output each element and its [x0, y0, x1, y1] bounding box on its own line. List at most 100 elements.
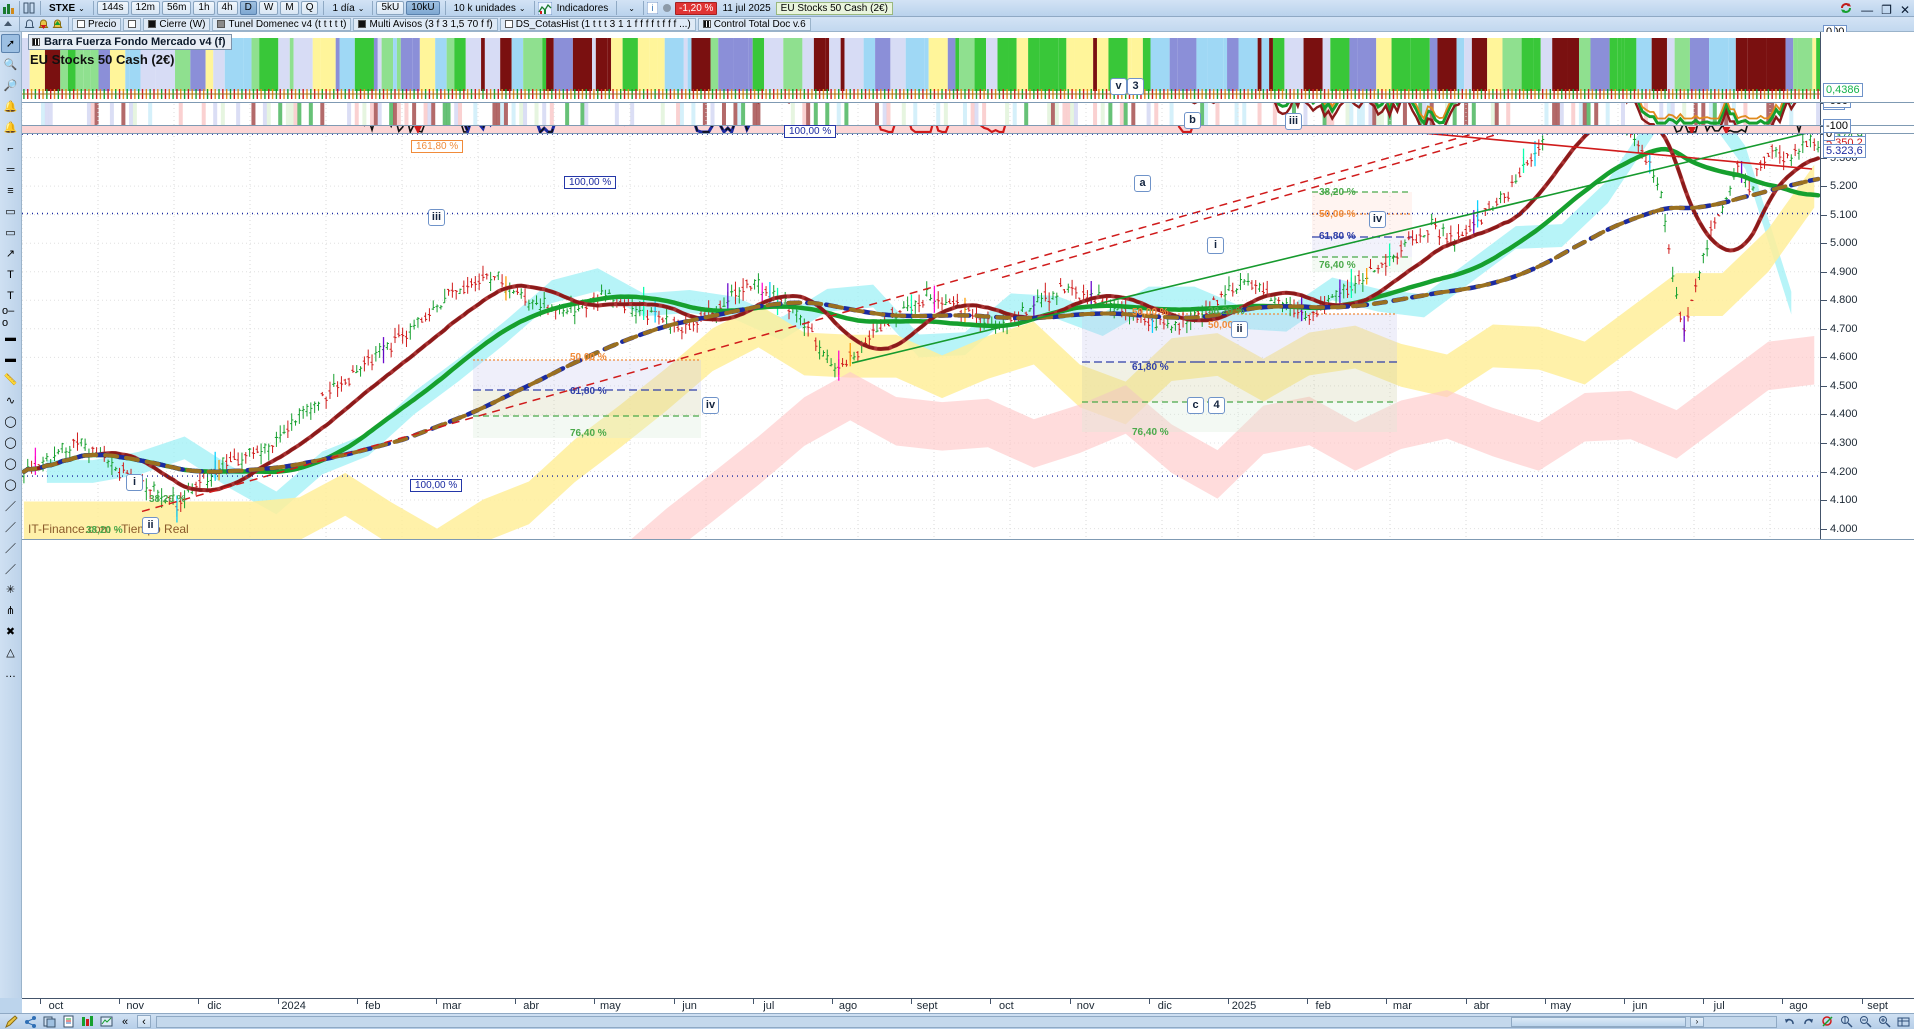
share-icon[interactable] — [23, 1015, 37, 1028]
red-marker-tool[interactable]: ▬ — [5, 352, 16, 365]
zoom-region-tool[interactable]: 🔎 — [3, 80, 18, 92]
pencil-icon[interactable] — [4, 1015, 18, 1028]
wave-label-3[interactable]: iii — [428, 209, 445, 226]
more-tools[interactable]: … — [5, 667, 16, 680]
fib-bands-tool[interactable]: ≡ — [7, 184, 14, 197]
trendline-black-tool[interactable]: ／ — [5, 500, 16, 513]
ellipse-lime-tool[interactable]: ◯ — [4, 479, 17, 491]
zoom-in-icon[interactable] — [1877, 1015, 1891, 1028]
indicator-chip-0[interactable]: Precio — [72, 17, 122, 31]
rectangle-select-tool[interactable]: ▭ — [5, 206, 16, 218]
ruler-tool[interactable]: 📏 — [3, 374, 18, 386]
alarm-cursor-tool[interactable]: 🔔 — [3, 101, 18, 113]
collapse-icon[interactable] — [2, 18, 16, 31]
draw-icon[interactable] — [1820, 1015, 1834, 1028]
fib-price-tool[interactable]: ⌐ — [7, 142, 14, 155]
indicators-dropdown-chevron-icon[interactable]: ⌄ — [628, 3, 635, 13]
timeframe-button-W[interactable]: W — [258, 1, 279, 15]
info-icon[interactable]: i — [646, 1, 661, 15]
scrollbar-thumb[interactable] — [1511, 1016, 1686, 1027]
segment-tool[interactable]: o–o — [2, 304, 15, 329]
refresh-icon[interactable] — [1839, 1, 1853, 18]
wave-label-13[interactable]: iii — [1285, 113, 1302, 130]
wave-label-12[interactable]: 4 — [1208, 397, 1225, 414]
text-tool[interactable]: T — [7, 268, 14, 281]
wave-label-10[interactable]: ii — [1231, 321, 1248, 338]
wave-label-14[interactable]: iv — [1369, 211, 1386, 228]
ellipse-green-tool[interactable]: ◯ — [4, 458, 17, 470]
document-icon[interactable] — [61, 1015, 75, 1028]
zoom-out-icon[interactable] — [1858, 1015, 1872, 1028]
timeframe-button-144s[interactable]: 144s — [96, 1, 129, 15]
timeframe-button-4h[interactable]: 4h — [216, 1, 238, 15]
horizontal-line-tool[interactable]: ═ — [6, 163, 15, 176]
wave-label-4[interactable]: iv — [702, 397, 719, 414]
timeframe-button-Q[interactable]: Q — [300, 1, 319, 15]
trendline-red-tool[interactable]: ／ — [5, 542, 16, 555]
barra-fuerza-pane[interactable]: Barra Fuerza Fondo Mercado v4 (f) 0,4386 — [22, 32, 1914, 103]
nav-prev-button[interactable]: ‹ — [137, 1015, 151, 1028]
trendline-dark-tool[interactable]: ／ — [5, 563, 16, 576]
wave-label-6[interactable]: 3 — [1127, 78, 1144, 95]
pitchfork-tool[interactable]: ⋔ — [5, 605, 16, 617]
indicator-chip-6[interactable]: Control Total Doc v.6 — [697, 17, 811, 31]
ellipse-brown-tool[interactable]: ◯ — [4, 437, 17, 449]
rectangle-tool[interactable]: ▭ — [5, 227, 16, 239]
maximize-button[interactable]: ❐ — [1881, 2, 1892, 17]
cursor-tool[interactable]: ➚ — [1, 34, 20, 53]
ellipse-red-tool[interactable]: ◯ — [4, 416, 17, 428]
record-dot-icon[interactable] — [661, 2, 675, 15]
arrow-tool[interactable]: ↗ — [5, 248, 16, 260]
barra-fuerza-axis[interactable]: 0,4386 — [1820, 32, 1914, 102]
instrument-selector[interactable]: STXE ⌄ — [44, 3, 90, 14]
indicator-chip-5[interactable]: DS_CotasHist (1 t t t 3 1 1 f f f f t f … — [499, 17, 696, 31]
wave-label-5[interactable]: v — [1110, 78, 1127, 95]
indicator-chip-4[interactable]: Multi Avisos (3 f 3 1,5 70 f f) — [353, 17, 498, 31]
wave-label-8[interactable]: a — [1134, 175, 1151, 192]
indicator-chip-3[interactable]: Tunel Domenec v4 (t t t t t) — [212, 17, 352, 31]
nav-next-button[interactable]: › — [1690, 1016, 1704, 1027]
units-selector[interactable]: 10 k unidades ⌄ — [449, 3, 531, 14]
compare-icon[interactable] — [80, 1015, 94, 1028]
barra-fuerza-plot[interactable]: Barra Fuerza Fondo Mercado v4 (f) — [22, 32, 1820, 102]
bar-count-button-5kU[interactable]: 5kU — [376, 1, 405, 15]
wave-label-9[interactable]: i — [1207, 237, 1224, 254]
horizontal-scrollbar[interactable]: › — [156, 1015, 1777, 1028]
alarm-bell-icon[interactable] — [23, 18, 37, 31]
alarm-up-icon[interactable] — [51, 18, 65, 31]
green-marker-tool[interactable]: ▬ — [5, 331, 16, 344]
wave-label-1[interactable]: ii — [142, 517, 159, 534]
undo-icon[interactable] — [1782, 1015, 1796, 1028]
trendline-green-tool[interactable]: ／ — [5, 521, 16, 534]
copy-icon[interactable] — [42, 1015, 56, 1028]
alarm-tool[interactable]: 🔔 — [3, 122, 18, 134]
screenshot-icon[interactable] — [99, 1015, 113, 1028]
period-selector[interactable]: 1 día ⌄ — [327, 3, 369, 14]
close-button[interactable]: ✕ — [1899, 2, 1910, 17]
indicators-icon[interactable] — [537, 1, 553, 15]
wave-label-0[interactable]: i — [126, 474, 143, 491]
timeframe-button-56m[interactable]: 56m — [161, 1, 192, 15]
channel-tool[interactable]: ∿ — [5, 395, 16, 407]
fit-icon[interactable] — [1839, 1015, 1853, 1028]
minimize-button[interactable]: — — [1861, 2, 1874, 17]
nav-prev-all-button[interactable]: « — [121, 1015, 129, 1028]
triangle-tool[interactable]: △ — [6, 647, 15, 659]
alarm-down-icon[interactable] — [37, 18, 51, 31]
time-axis[interactable]: oct nov dic 2024 feb mar abr may jun jul ago sept oc… — [22, 998, 1914, 1013]
wave-label-11[interactable]: c — [1187, 397, 1204, 414]
grid-icon[interactable] — [1896, 1015, 1910, 1028]
timeframe-button-1h[interactable]: 1h — [193, 1, 215, 15]
pane-title-barra-fuerza[interactable]: Barra Fuerza Fondo Mercado v4 (f) — [28, 34, 232, 50]
text-balloon-tool[interactable]: T — [7, 289, 14, 302]
indicator-chip-1[interactable] — [123, 17, 142, 31]
indicator-chip-2[interactable]: Cierre (W) — [143, 17, 211, 31]
redo-icon[interactable] — [1801, 1015, 1815, 1028]
timeframe-button-D[interactable]: D — [239, 1, 257, 15]
zoom-tool[interactable]: 🔍 — [3, 59, 18, 71]
bar-count-button-10kU[interactable]: 10kU — [406, 1, 440, 15]
delete-all-tool[interactable]: ✖ — [5, 626, 16, 638]
fan-tool[interactable]: ✳ — [5, 584, 16, 596]
wave-label-7[interactable]: b — [1184, 112, 1201, 129]
indicators-button[interactable]: Indicadores — [552, 3, 614, 14]
